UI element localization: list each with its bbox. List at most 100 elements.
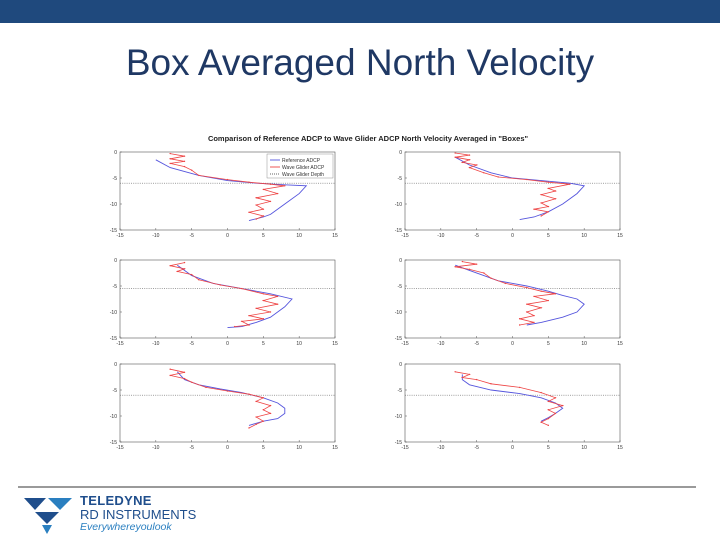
chart-suptitle: Comparison of Reference ADCP to Wave Gli… — [208, 134, 529, 143]
x-tick-label: 0 — [511, 341, 514, 347]
x-tick-label: 5 — [262, 445, 265, 451]
wave-glider-point — [554, 397, 557, 399]
wave-glider-point — [262, 299, 265, 302]
x-tick-label: -5 — [474, 233, 479, 239]
wave-glider-point — [561, 404, 564, 407]
wave-glider-point — [255, 218, 257, 220]
wave-glider-point — [276, 192, 279, 195]
x-tick-label: -10 — [437, 445, 444, 451]
wave-glider-point — [518, 324, 521, 326]
wave-glider-point — [497, 176, 499, 178]
wave-glider-point — [169, 265, 171, 267]
wave-glider-point — [483, 172, 485, 174]
x-tick-label: -5 — [189, 341, 194, 347]
teledyne-logo: TELEDYNE RD INSTRUMENTS Everywhereyouloo… — [22, 494, 242, 540]
wave-glider-point — [490, 383, 492, 385]
x-tick-label: 5 — [547, 341, 550, 347]
wave-glider-point — [554, 293, 557, 295]
wave-glider-point — [518, 386, 521, 389]
y-tick-label: -15 — [395, 440, 402, 446]
wave-glider-point — [483, 272, 485, 274]
wave-glider-point — [183, 268, 186, 270]
wave-glider-point — [540, 215, 542, 217]
y-tick-label: 0 — [399, 150, 402, 156]
wave-glider-point — [540, 391, 542, 394]
x-tick-label: -5 — [474, 445, 479, 451]
panel-axes-box — [404, 363, 621, 443]
wave-glider-point — [475, 164, 478, 166]
x-tick-label: 0 — [511, 445, 514, 451]
wave-glider-point — [169, 152, 171, 155]
wave-glider-point — [169, 374, 171, 377]
y-tick-label: -10 — [110, 202, 117, 208]
legend-entry: Wave Glider Depth — [282, 172, 324, 178]
x-tick-label: 10 — [296, 233, 302, 239]
wave-glider-point — [540, 421, 542, 423]
wave-glider-point — [269, 412, 272, 415]
wave-glider-point — [176, 270, 179, 273]
x-tick-label: 5 — [547, 233, 550, 239]
wave-glider-point — [475, 263, 478, 265]
wave-glider-point — [183, 165, 186, 168]
panel-axes-box — [119, 363, 336, 443]
wave-glider-point — [547, 299, 550, 302]
y-tick-label: 0 — [114, 150, 117, 156]
wave-glider-point — [461, 376, 464, 379]
wave-glider-point — [190, 169, 193, 171]
wave-glider-point — [540, 290, 542, 292]
wave-glider-point — [468, 154, 471, 156]
panel-axes-box — [404, 151, 621, 231]
x-tick-label: -10 — [152, 233, 159, 239]
wave-glider-point — [248, 393, 250, 395]
teledyne-mark-icon — [24, 498, 72, 534]
wave-glider-point — [269, 311, 272, 313]
x-tick-label: 5 — [547, 445, 550, 451]
x-tick-label: 0 — [511, 233, 514, 239]
wave-glider-point — [547, 417, 550, 420]
wave-glider-point — [547, 400, 550, 403]
y-tick-label: -15 — [110, 336, 117, 342]
x-tick-label: -15 — [401, 233, 408, 239]
y-tick-label: -15 — [395, 336, 402, 342]
wave-glider-point — [468, 373, 471, 376]
y-tick-label: -5 — [113, 176, 118, 182]
logo-tagline: Everywhereyoulook — [80, 521, 172, 533]
wave-glider-point — [468, 268, 471, 271]
reference-adcp-line — [454, 156, 586, 221]
wave-glider-point — [554, 412, 557, 415]
wave-glider-point — [255, 400, 257, 403]
panel-6: -15 -10 -5 0 5 10 15 0 -5 -10 -15 — [395, 362, 623, 451]
wave-glider-point — [248, 314, 250, 317]
y-tick-label: -15 — [110, 440, 117, 446]
wave-glider-point — [547, 187, 550, 190]
x-tick-label: 5 — [262, 341, 265, 347]
logo-line1: TELEDYNE — [80, 493, 152, 508]
wave-glider-point — [262, 397, 265, 399]
x-tick-label: -15 — [116, 341, 123, 347]
wave-glider-point — [468, 166, 471, 169]
x-tick-label: -15 — [401, 445, 408, 451]
x-tick-label: -10 — [437, 233, 444, 239]
wave-glider-point — [526, 178, 528, 181]
x-tick-label: 15 — [617, 341, 623, 347]
x-tick-label: -5 — [189, 233, 194, 239]
wave-glider-point — [569, 183, 571, 185]
panel-axes-box — [119, 259, 336, 339]
y-tick-label: -10 — [395, 414, 402, 420]
wave-glider-point — [190, 381, 193, 383]
chart-figure: Comparison of Reference ADCP to Wave Gli… — [98, 127, 638, 462]
wave-glider-point — [183, 160, 186, 163]
wave-glider-point — [461, 161, 464, 164]
x-tick-label: 15 — [332, 445, 338, 451]
wave-glider-point — [183, 261, 186, 264]
wave-glider-point — [226, 390, 229, 392]
wave-glider-point — [262, 420, 265, 422]
y-tick-label: -5 — [398, 284, 403, 290]
y-tick-label: -5 — [398, 388, 403, 394]
wave-glider-point — [255, 204, 257, 206]
reference-adcp-line — [455, 264, 585, 326]
x-tick-label: 10 — [581, 445, 587, 451]
wave-glider-point — [533, 208, 535, 210]
wave-glider-point — [241, 320, 243, 323]
